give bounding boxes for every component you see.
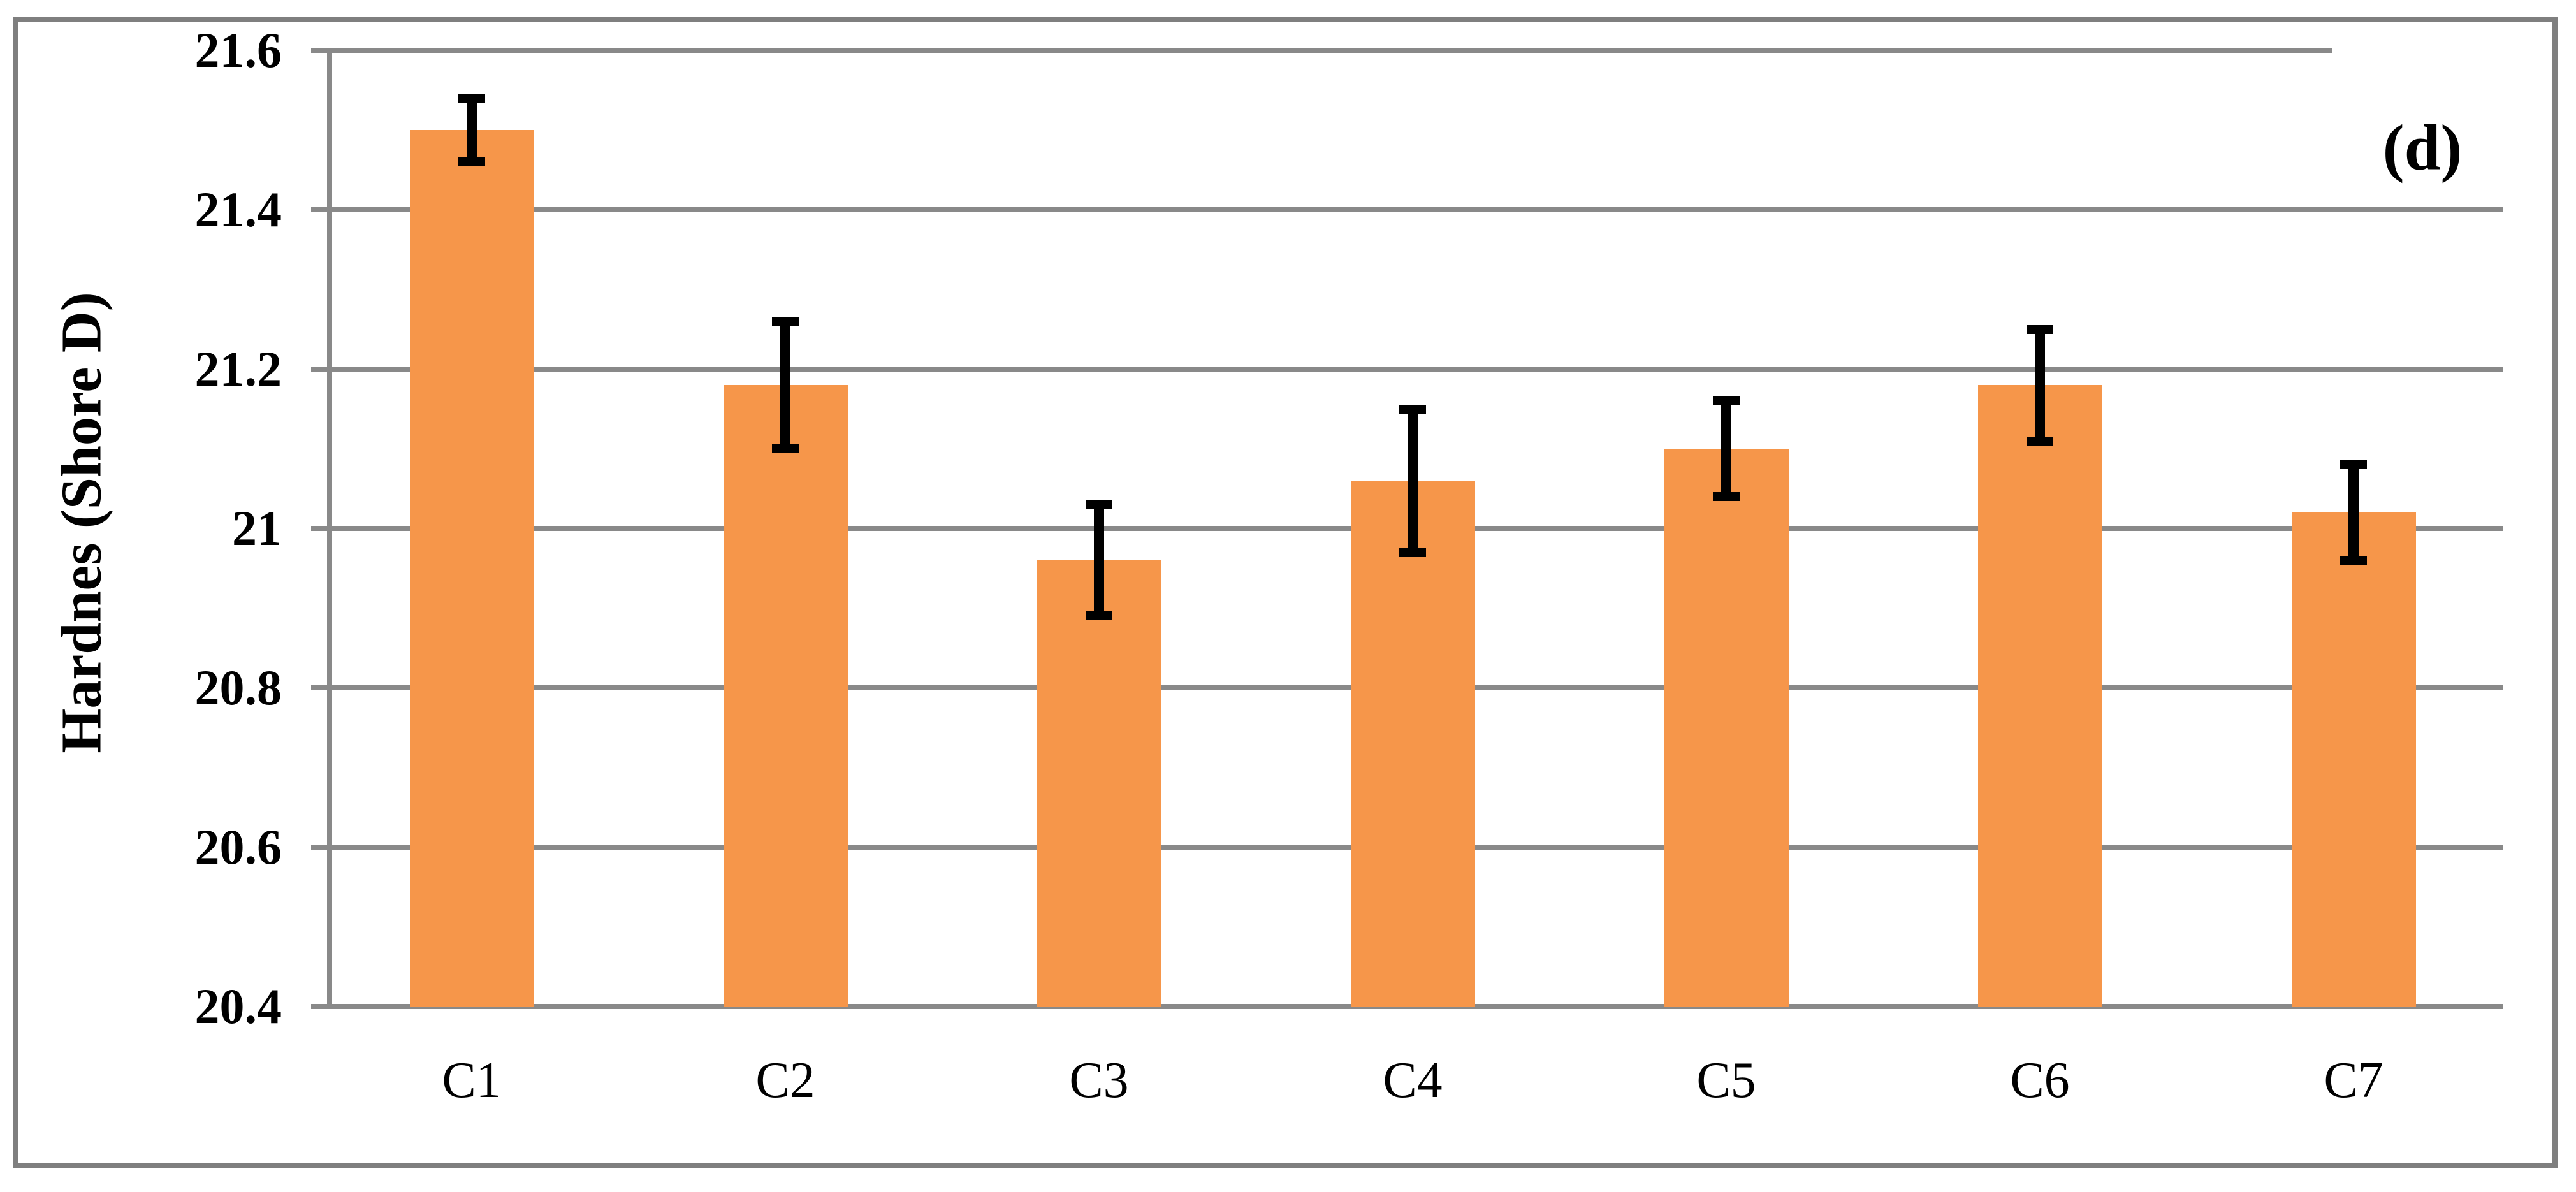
y-axis-line [327,48,332,1009]
error-bar-C5 [1721,401,1731,497]
bar-C7 [2292,512,2416,1007]
figure-frame [13,17,2558,1168]
y-tick-label: 21 [232,500,282,556]
error-bar-C7 [2348,465,2359,560]
y-tick-label: 20.6 [194,819,282,875]
bar-C3 [1037,560,1161,1007]
gridline-y-21.6 [311,48,2332,53]
y-tick-label: 20.8 [194,660,282,715]
x-category-label-C3: C3 [1069,1052,1129,1108]
error-cap-top-C2 [772,317,799,326]
error-bar-C3 [1094,504,1104,616]
bar-C2 [724,385,848,1007]
y-tick-label: 20.4 [194,978,282,1034]
bar-C5 [1664,449,1789,1007]
bar-C6 [1978,385,2102,1007]
panel-label: (d) [2357,104,2488,192]
gridline-y-20.4 [311,1004,2503,1009]
y-tick-label: 21.4 [194,182,282,237]
error-cap-top-C6 [2027,325,2053,334]
error-cap-bottom-C2 [772,444,799,453]
bar-C4 [1351,481,1475,1007]
x-category-label-C6: C6 [2010,1052,2070,1108]
error-bar-C6 [2035,330,2045,441]
y-tick-label: 21.6 [194,22,282,78]
error-cap-top-C1 [458,94,485,103]
error-bar-C4 [1408,409,1418,553]
x-category-label-C4: C4 [1383,1052,1443,1108]
error-cap-bottom-C3 [1086,611,1112,620]
x-category-label-C1: C1 [442,1052,502,1108]
error-cap-top-C3 [1086,500,1112,509]
gridline-y-21.4 [311,207,2503,212]
error-cap-bottom-C1 [458,157,485,166]
error-cap-top-C4 [1399,405,1426,414]
error-bar-C1 [467,98,477,162]
x-category-label-C5: C5 [1696,1052,1756,1108]
error-bar-C2 [780,321,790,449]
error-cap-bottom-C7 [2340,556,2367,565]
x-category-label-C2: C2 [755,1052,815,1108]
error-cap-top-C7 [2340,460,2367,469]
error-cap-top-C5 [1713,396,1740,405]
y-tick-label: 21.2 [194,341,282,396]
gridline-y-21.2 [311,367,2503,372]
x-category-label-C7: C7 [2324,1052,2383,1108]
error-cap-bottom-C6 [2027,437,2053,446]
bar-C1 [410,130,534,1007]
error-cap-bottom-C5 [1713,492,1740,501]
error-cap-bottom-C4 [1399,548,1426,557]
